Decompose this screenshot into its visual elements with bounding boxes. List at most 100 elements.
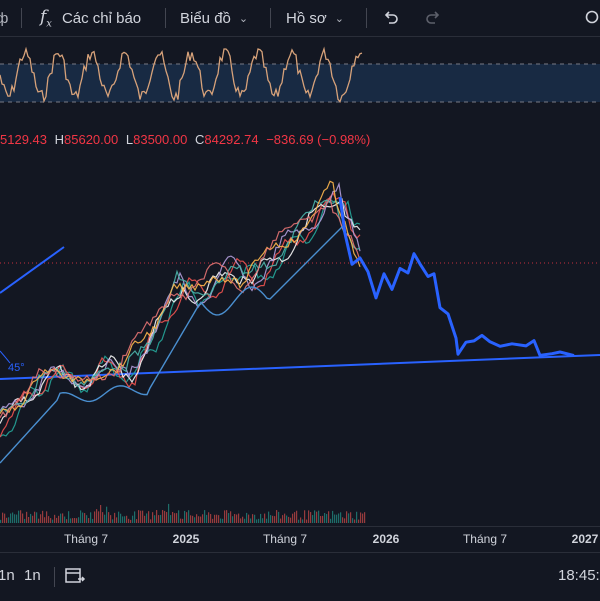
volume-bar — [312, 515, 314, 523]
volume-bar — [96, 509, 98, 523]
volume-bar — [294, 512, 296, 523]
volume-bar — [16, 514, 18, 523]
clock-time[interactable]: 18:45: — [558, 567, 600, 584]
profile-button[interactable]: Hồ sơ ⌄ — [286, 0, 344, 36]
close-value: 84292.74 — [204, 132, 259, 147]
volume-bar — [26, 511, 28, 523]
volume-bar — [160, 514, 162, 523]
time-axis[interactable]: Tháng 7 2025 Tháng 7 2026 Tháng 7 2027 — [0, 526, 600, 549]
volume-bar — [76, 518, 78, 523]
volume-bar — [270, 515, 272, 523]
moving-average-line — [0, 197, 361, 424]
undo-icon — [384, 11, 398, 24]
main-price-chart[interactable]: 45° — [0, 113, 600, 525]
date-range-button[interactable] — [64, 565, 86, 589]
volume-bar — [236, 514, 238, 523]
volume-bar — [172, 511, 174, 523]
trendline-support[interactable] — [0, 354, 600, 380]
oscillator-pane[interactable] — [0, 37, 600, 113]
volume-bar — [42, 510, 44, 523]
change-value: −836.69 (−0.98%) — [266, 132, 371, 147]
volume-bar — [182, 518, 184, 523]
angle-label: 45° — [8, 362, 25, 374]
volume-bar — [152, 512, 154, 523]
volume-bar — [34, 511, 36, 523]
volume-bar — [88, 518, 90, 523]
volume-bar — [92, 518, 94, 523]
volume-bar — [68, 511, 70, 523]
search-button[interactable] — [584, 0, 600, 36]
volume-bar — [50, 518, 52, 523]
volume-bar — [80, 510, 82, 523]
volume-bar — [104, 514, 106, 523]
volume-bar — [40, 514, 42, 523]
volume-bar — [78, 517, 80, 523]
volume-bar — [94, 511, 96, 523]
volume-bar — [246, 512, 248, 523]
volume-bar — [360, 512, 362, 523]
x-tick-label: 2025 — [172, 532, 200, 546]
trendline-upper[interactable] — [0, 246, 65, 294]
volume-bar — [14, 514, 16, 523]
moving-average-line — [0, 195, 361, 419]
volume-bar — [214, 514, 216, 523]
volume-bar — [208, 512, 210, 523]
chart-type-button[interactable]: Biểu đồ ⌄ — [180, 0, 248, 36]
volume-bar — [126, 515, 128, 523]
range-button-2[interactable]: 1n — [24, 567, 41, 584]
volume-bar — [170, 515, 172, 523]
volume-bar — [300, 517, 302, 523]
volume-bar — [118, 511, 120, 523]
volume-bar — [308, 510, 310, 523]
volume-bar — [202, 514, 204, 523]
chevron-down-icon: ⌄ — [238, 12, 249, 25]
volume-bar — [220, 518, 222, 523]
redo-button[interactable] — [424, 0, 442, 36]
indicators-button[interactable]: fx Các chỉ báo — [40, 0, 141, 36]
moving-average-line — [0, 180, 361, 414]
volume-bar — [148, 511, 150, 523]
volume-bar — [178, 510, 180, 523]
top-toolbar: ф fx Các chỉ báo Biểu đồ ⌄ Hồ sơ ⌄ — [0, 0, 600, 37]
volume-bar — [264, 513, 266, 523]
x-tick-label: 2027 — [571, 532, 599, 546]
volume-bar — [330, 518, 332, 523]
chart-type-label: Biểu đồ — [180, 9, 231, 27]
volume-bar — [314, 510, 316, 523]
range-button-1[interactable]: 1n — [0, 567, 15, 584]
volume-bar — [222, 518, 224, 523]
volume-bar — [112, 519, 114, 523]
volume-bar — [144, 515, 146, 523]
volume-bar — [318, 510, 320, 523]
volume-bar — [316, 511, 318, 523]
volume-bar — [344, 518, 346, 523]
volume-bar — [252, 514, 254, 523]
toolbar-cut-icon[interactable]: ф — [0, 9, 9, 27]
volume-bar — [52, 519, 54, 523]
volume-bar — [116, 517, 118, 523]
volume-bar — [102, 512, 104, 523]
volume-bar — [288, 516, 290, 523]
volume-bar — [240, 518, 242, 523]
volume-bar — [128, 518, 130, 523]
projection-price-path[interactable] — [338, 196, 575, 358]
volume-bar — [58, 515, 60, 523]
volume-bar — [258, 518, 260, 523]
volume-bar — [354, 519, 356, 523]
volume-bar — [62, 513, 64, 523]
volume-bar — [192, 515, 194, 523]
x-tick-label: 2026 — [372, 532, 400, 546]
volume-bar — [306, 519, 308, 523]
volume-bar — [268, 511, 270, 523]
volume-bar — [28, 516, 30, 523]
volume-bar — [226, 510, 228, 523]
volume-bar — [46, 511, 48, 523]
undo-button[interactable] — [382, 0, 400, 36]
volume-bar — [358, 519, 360, 523]
volume-bar — [140, 510, 142, 523]
volume-bar — [72, 518, 74, 523]
volume-bar — [338, 513, 340, 523]
indicators-label: Các chỉ báo — [61, 9, 142, 27]
volume-bar — [124, 516, 126, 523]
volume-bar — [276, 510, 278, 523]
